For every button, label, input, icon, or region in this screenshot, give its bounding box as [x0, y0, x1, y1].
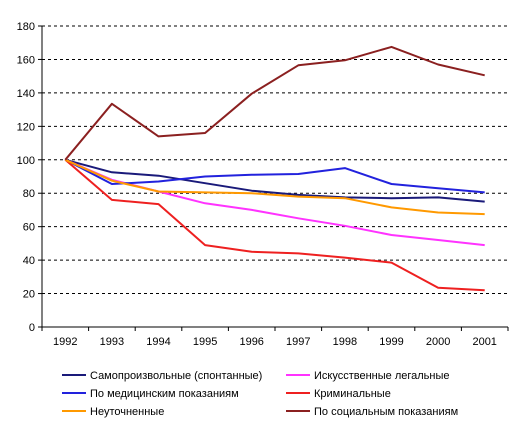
axes: 0 20 40 60 80 100 120 140 160 180 1992 1993 1994 1995…: [17, 21, 509, 348]
x-tick-label: 1996: [239, 336, 263, 348]
series-lines: [64, 45, 485, 292]
legend: Самопроизвольные (спонтанные) Искусственн…: [62, 370, 458, 418]
series-line-4: [64, 159, 485, 292]
y-tick-label: 20: [23, 289, 35, 301]
y-tick-label: 60: [23, 222, 35, 234]
legend-label: Криминальные: [314, 388, 391, 400]
series-line-3: [64, 158, 485, 194]
y-tick-label: 0: [29, 322, 35, 334]
x-tick-label: 1992: [53, 336, 77, 348]
x-tick-label: 1994: [146, 336, 170, 348]
y-tick-label: 80: [23, 188, 35, 200]
legend-label: Самопроизвольные (спонтанные): [90, 370, 262, 382]
y-tick-label: 180: [17, 21, 35, 33]
x-tick-label: 2000: [426, 336, 450, 348]
x-tick-label: 1997: [286, 336, 310, 348]
x-tick-label: 1999: [379, 336, 403, 348]
legend-item: Искусственные легальные: [286, 370, 450, 382]
y-tick-label: 160: [17, 54, 35, 66]
legend-label: Искусственные легальные: [314, 370, 450, 382]
legend-label: По медицинским показаниям: [90, 388, 239, 400]
y-tick-label: 140: [17, 88, 35, 100]
series-line-1: [65, 158, 485, 203]
y-tick-label: 100: [17, 155, 35, 167]
legend-label: По социальным показаниям: [314, 406, 458, 418]
legend-item: По медицинским показаниям: [62, 388, 239, 400]
y-tick-label: 40: [23, 255, 35, 267]
series-line-6: [64, 45, 485, 161]
series-line-5: [64, 158, 485, 216]
x-tick-label: 1993: [100, 336, 124, 348]
legend-item: По социальным показаниям: [286, 406, 458, 418]
legend-label: Неуточненные: [90, 406, 164, 418]
x-tick-label: 2001: [472, 336, 496, 348]
legend-item: Самопроизвольные (спонтанные): [62, 370, 262, 382]
legend-item: Криминальные: [286, 388, 391, 400]
legend-item: Неуточненные: [62, 406, 164, 418]
x-tick-label: 1995: [193, 336, 217, 348]
x-tick-label: 1998: [333, 336, 357, 348]
y-tick-label: 120: [17, 121, 35, 133]
